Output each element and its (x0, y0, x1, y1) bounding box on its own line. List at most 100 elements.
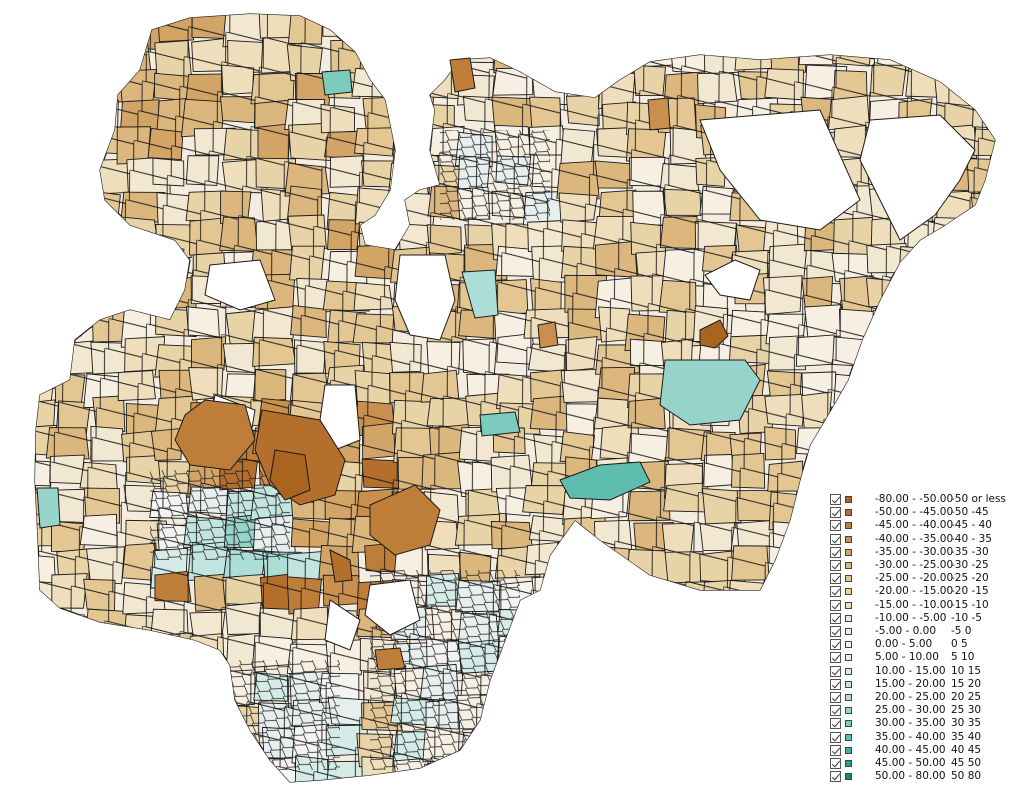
region-cell (936, 282, 977, 316)
region-cell (765, 759, 806, 782)
region-cell (661, 638, 697, 668)
region-cell (560, 666, 600, 699)
region-cell (525, 668, 560, 709)
legend-item: -40.00 - -35.00 -40 - 35 (830, 533, 1020, 548)
legend-swatch (845, 614, 852, 622)
region-cell (874, 452, 911, 491)
region-cell (118, 640, 159, 675)
region-cell (184, 725, 228, 758)
legend-checkbox[interactable] (830, 533, 841, 545)
legend-checkbox[interactable] (830, 758, 841, 769)
legend-checkbox[interactable] (830, 626, 841, 637)
region-cell (660, 14, 697, 46)
legend-item: -5.00 - 0.00 -5 0 (830, 625, 1020, 640)
region-cell (57, 758, 89, 782)
region-cell (905, 310, 942, 348)
region-cell (525, 614, 560, 652)
legend-short-label: 35 40 (951, 730, 982, 743)
legend-checkbox[interactable] (830, 560, 841, 571)
no-data-area (319, 384, 361, 451)
legend-item: -35.00 - -30.00 -35 -30 (830, 546, 1020, 561)
legend-checkbox[interactable] (830, 586, 841, 598)
legend-short-label: -50 -45 (951, 506, 989, 519)
legend-swatch (845, 548, 852, 556)
region-cell (89, 699, 133, 738)
region-cell (524, 699, 565, 727)
region-cell (50, 637, 90, 674)
legend-checkbox[interactable] (830, 573, 841, 585)
no-data-area (699, 109, 861, 231)
region-cell (839, 459, 876, 494)
region-cell (933, 244, 972, 276)
legend-item: -20.00 - -15.00 -20 -15 (830, 585, 1020, 600)
region-cell (936, 307, 982, 341)
region-cell (35, 664, 55, 699)
legend-short-label: -20 -15 (951, 585, 989, 598)
legend-checkbox[interactable] (830, 612, 841, 624)
region-cell (599, 669, 634, 700)
region-cell (868, 372, 913, 411)
region-cell (831, 428, 872, 462)
no-data-area (859, 114, 976, 241)
legend-checkbox[interactable] (830, 546, 841, 558)
legend-swatch (845, 522, 852, 530)
region-cell (88, 40, 131, 80)
region-cell (731, 672, 772, 704)
region-cell (529, 638, 574, 669)
legend-short-label: -5 0 (951, 625, 972, 637)
region-cell (970, 398, 995, 429)
legend-swatch (845, 773, 852, 781)
legend-range-label: 30.00 - 35.00 (875, 717, 946, 730)
region-cell (662, 693, 702, 732)
legend-checkbox[interactable] (830, 731, 841, 743)
region-cell (558, 579, 601, 616)
legend-range-label: -10.00 - -5.00 (875, 611, 947, 624)
region-cell (597, 725, 640, 760)
region-cell (597, 641, 640, 672)
legend-swatch (845, 601, 852, 609)
legend-checkbox[interactable] (830, 692, 841, 703)
legend-checkbox[interactable] (830, 678, 841, 690)
legend-checkbox[interactable] (830, 718, 841, 730)
legend-swatch (845, 496, 852, 503)
region-cell (157, 692, 195, 731)
region-cell (187, 669, 222, 697)
region-cell (464, 756, 502, 782)
legend-range-label: 25.00 - 30.00 (875, 704, 946, 717)
legend-checkbox[interactable] (830, 771, 841, 783)
region-cell (562, 608, 600, 645)
region-cell (628, 582, 666, 619)
legend-swatch (845, 733, 852, 741)
legend-checkbox[interactable] (830, 599, 841, 611)
region-cell (601, 699, 636, 728)
region-cell (598, 610, 640, 649)
region-cell (942, 372, 977, 405)
legend-swatch (845, 667, 852, 675)
region-cell (932, 14, 975, 37)
region-cell (664, 727, 703, 762)
legend-short-label: -40 - 35 (951, 532, 992, 545)
legend-short-label: 0 5 (951, 638, 968, 651)
legend-short-label: -50 or less (951, 493, 1006, 505)
legend-checkbox[interactable] (830, 705, 841, 717)
legend-checkbox[interactable] (830, 639, 841, 651)
region-highlight (559, 461, 651, 501)
region-cell (698, 759, 745, 782)
legend-range-label: 50.00 - 80.00 (875, 770, 946, 783)
legend-short-label: 40 45 (951, 743, 982, 756)
legend-checkbox[interactable] (830, 652, 841, 664)
region-cell (81, 215, 118, 248)
legend-checkbox[interactable] (830, 744, 841, 756)
legend-item: 50.00 - 80.00 50 80 (830, 770, 1020, 785)
legend-checkbox[interactable] (830, 520, 841, 532)
legend-checkbox[interactable] (830, 507, 841, 519)
region-cell (563, 700, 608, 735)
region-cell (941, 39, 985, 80)
region-cell (904, 426, 937, 460)
region-highlight (329, 549, 353, 583)
legend-checkbox[interactable] (830, 494, 841, 505)
legend-swatch (845, 746, 852, 754)
legend-checkbox[interactable] (830, 665, 841, 677)
region-highlight (479, 411, 521, 437)
